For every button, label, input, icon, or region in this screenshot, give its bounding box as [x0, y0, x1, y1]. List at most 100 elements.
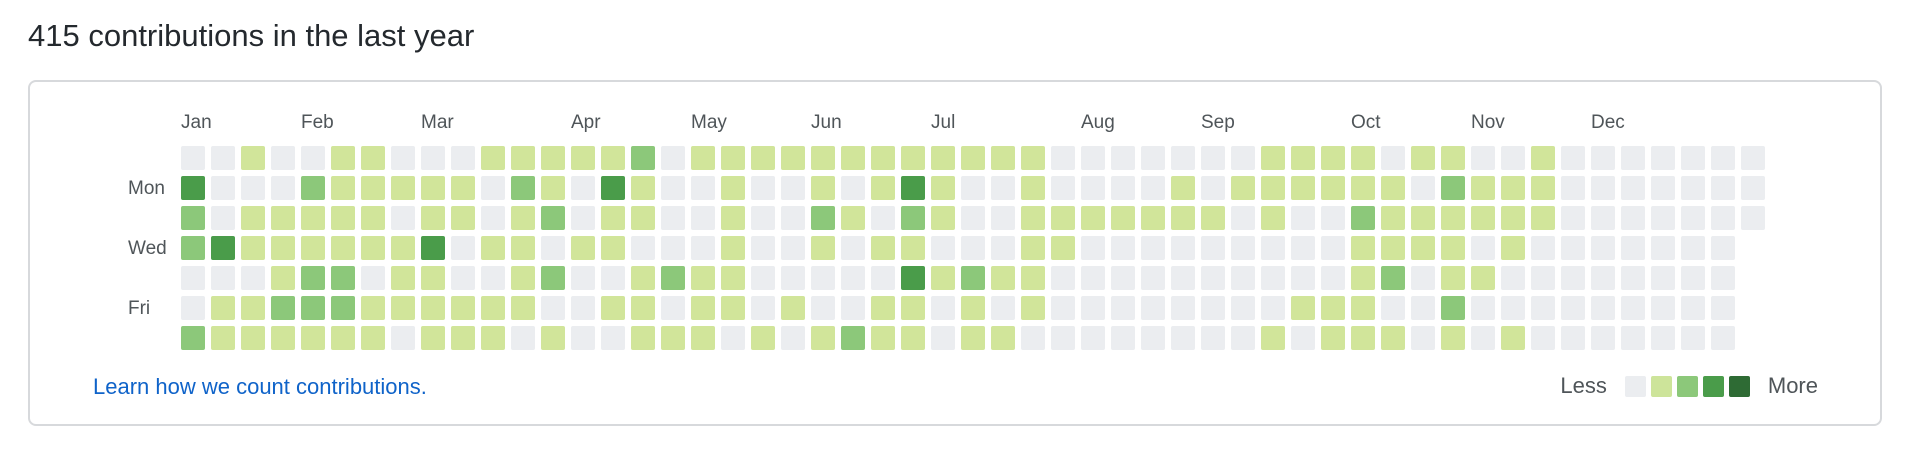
- contribution-cell[interactable]: [1081, 176, 1105, 200]
- contribution-cell[interactable]: [1471, 176, 1495, 200]
- contribution-cell[interactable]: [1171, 326, 1195, 350]
- contribution-cell[interactable]: [601, 206, 625, 230]
- contribution-cell[interactable]: [1081, 146, 1105, 170]
- contribution-cell[interactable]: [871, 296, 895, 320]
- contribution-cell[interactable]: [1141, 146, 1165, 170]
- contribution-cell[interactable]: [1261, 236, 1285, 260]
- contribution-cell[interactable]: [1501, 236, 1525, 260]
- contribution-cell[interactable]: [631, 296, 655, 320]
- contribution-cell[interactable]: [451, 206, 475, 230]
- contribution-cell[interactable]: [1591, 206, 1615, 230]
- contribution-cell[interactable]: [1471, 296, 1495, 320]
- contribution-cell[interactable]: [601, 266, 625, 290]
- contribution-cell[interactable]: [1321, 236, 1345, 260]
- contribution-cell[interactable]: [1501, 206, 1525, 230]
- contribution-cell[interactable]: [841, 296, 865, 320]
- contribution-cell[interactable]: [1561, 296, 1585, 320]
- contribution-cell[interactable]: [181, 146, 205, 170]
- contribution-cell[interactable]: [331, 176, 355, 200]
- contribution-cell[interactable]: [601, 326, 625, 350]
- contribution-cell[interactable]: [1591, 266, 1615, 290]
- contribution-cell[interactable]: [1141, 176, 1165, 200]
- contribution-cell[interactable]: [1471, 236, 1495, 260]
- contribution-cell[interactable]: [1531, 326, 1555, 350]
- contribution-cell[interactable]: [211, 326, 235, 350]
- contribution-cell[interactable]: [541, 176, 565, 200]
- contribution-cell[interactable]: [691, 176, 715, 200]
- contribution-cell[interactable]: [1141, 266, 1165, 290]
- contribution-cell[interactable]: [181, 326, 205, 350]
- contribution-cell[interactable]: [1651, 206, 1675, 230]
- contribution-cell[interactable]: [631, 206, 655, 230]
- contribution-cell[interactable]: [961, 206, 985, 230]
- contribution-cell[interactable]: [811, 326, 835, 350]
- contribution-cell[interactable]: [1501, 266, 1525, 290]
- contribution-cell[interactable]: [1081, 266, 1105, 290]
- contribution-cell[interactable]: [331, 236, 355, 260]
- contribution-cell[interactable]: [1021, 296, 1045, 320]
- contribution-cell[interactable]: [361, 206, 385, 230]
- contribution-cell[interactable]: [511, 206, 535, 230]
- contribution-cell[interactable]: [1231, 146, 1255, 170]
- contribution-cell[interactable]: [1201, 236, 1225, 260]
- contribution-cell[interactable]: [1051, 176, 1075, 200]
- contribution-cell[interactable]: [961, 326, 985, 350]
- contribution-cell[interactable]: [1561, 266, 1585, 290]
- contribution-cell[interactable]: [1081, 236, 1105, 260]
- contribution-cell[interactable]: [1351, 296, 1375, 320]
- contribution-cell[interactable]: [751, 266, 775, 290]
- contribution-cell[interactable]: [841, 236, 865, 260]
- contribution-cell[interactable]: [931, 296, 955, 320]
- contribution-cell[interactable]: [241, 326, 265, 350]
- contribution-cell[interactable]: [211, 146, 235, 170]
- contribution-cell[interactable]: [1651, 176, 1675, 200]
- contribution-cell[interactable]: [1051, 296, 1075, 320]
- contribution-cell[interactable]: [361, 266, 385, 290]
- contribution-cell[interactable]: [1681, 236, 1705, 260]
- contribution-cell[interactable]: [1201, 146, 1225, 170]
- contribution-cell[interactable]: [1111, 206, 1135, 230]
- contribution-cell[interactable]: [481, 296, 505, 320]
- contribution-cell[interactable]: [991, 146, 1015, 170]
- contribution-cell[interactable]: [301, 236, 325, 260]
- contribution-cell[interactable]: [691, 296, 715, 320]
- contribution-cell[interactable]: [1621, 176, 1645, 200]
- contribution-cell[interactable]: [1621, 266, 1645, 290]
- contribution-cell[interactable]: [1711, 266, 1735, 290]
- contribution-cell[interactable]: [241, 206, 265, 230]
- contribution-cell[interactable]: [1441, 176, 1465, 200]
- contribution-cell[interactable]: [781, 296, 805, 320]
- contribution-cell[interactable]: [1291, 176, 1315, 200]
- contribution-cell[interactable]: [211, 236, 235, 260]
- contribution-cell[interactable]: [1651, 326, 1675, 350]
- contribution-cell[interactable]: [961, 176, 985, 200]
- contribution-cell[interactable]: [961, 266, 985, 290]
- contribution-cell[interactable]: [181, 176, 205, 200]
- contribution-cell[interactable]: [271, 326, 295, 350]
- contribution-cell[interactable]: [691, 146, 715, 170]
- contribution-cell[interactable]: [1261, 326, 1285, 350]
- contribution-cell[interactable]: [1021, 266, 1045, 290]
- contribution-cell[interactable]: [211, 176, 235, 200]
- contribution-cell[interactable]: [271, 266, 295, 290]
- contribution-cell[interactable]: [421, 326, 445, 350]
- contribution-cell[interactable]: [211, 266, 235, 290]
- contribution-cell[interactable]: [811, 176, 835, 200]
- contribution-cell[interactable]: [541, 296, 565, 320]
- contribution-cell[interactable]: [1291, 296, 1315, 320]
- contribution-cell[interactable]: [661, 296, 685, 320]
- contribution-cell[interactable]: [481, 146, 505, 170]
- contribution-cell[interactable]: [1711, 146, 1735, 170]
- contribution-cell[interactable]: [661, 146, 685, 170]
- contribution-cell[interactable]: [301, 266, 325, 290]
- contribution-cell[interactable]: [781, 176, 805, 200]
- contribution-cell[interactable]: [451, 146, 475, 170]
- contribution-cell[interactable]: [1591, 326, 1615, 350]
- contribution-cell[interactable]: [811, 236, 835, 260]
- contribution-cell[interactable]: [301, 206, 325, 230]
- contribution-cell[interactable]: [841, 146, 865, 170]
- contribution-cell[interactable]: [511, 176, 535, 200]
- contribution-cell[interactable]: [961, 236, 985, 260]
- contribution-cell[interactable]: [511, 266, 535, 290]
- contribution-cell[interactable]: [1411, 146, 1435, 170]
